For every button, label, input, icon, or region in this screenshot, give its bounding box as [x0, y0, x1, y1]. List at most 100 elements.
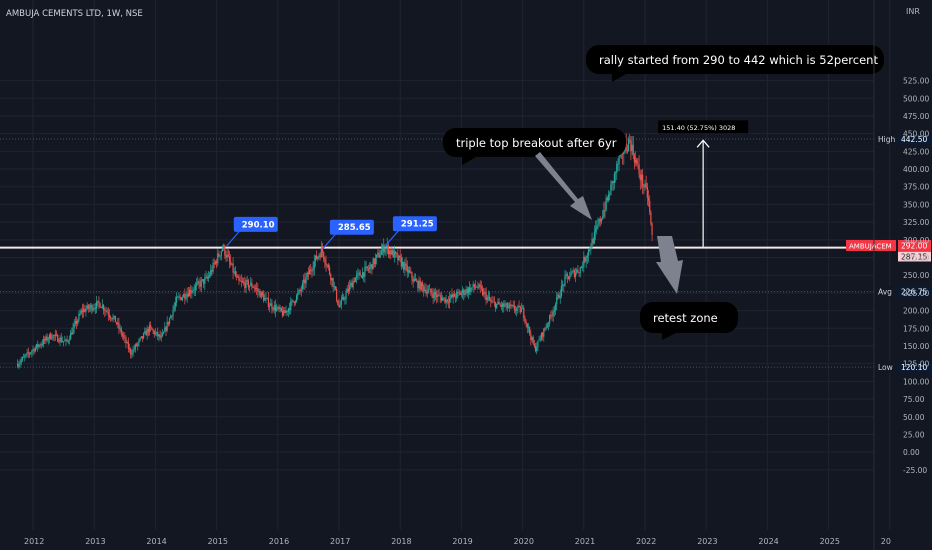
candle-body [226, 254, 228, 258]
y-tick-label: 475.00 [903, 112, 929, 121]
candle-body [386, 245, 388, 248]
peak-label-text: 285.65 [338, 223, 371, 233]
candle-body [193, 290, 195, 291]
candle-body [376, 254, 378, 259]
candle-body [75, 321, 78, 324]
candle-body [257, 288, 259, 292]
annotations: 290.10 285.65 291.25 rally started from 290… [226, 45, 884, 340]
candle-body [420, 282, 422, 290]
candle-body [400, 257, 402, 267]
candle-body [316, 255, 318, 260]
candle-body [560, 285, 563, 297]
candle-body [539, 339, 541, 341]
candle-body [523, 307, 525, 318]
candle-body [171, 315, 173, 317]
candle-body [284, 310, 286, 313]
rally-callout-tail [612, 74, 626, 82]
candle-body [204, 277, 206, 285]
candle-body [233, 271, 235, 273]
candle-body [584, 256, 586, 262]
retest-callout[interactable]: retest zone [640, 302, 738, 340]
candle-body [378, 252, 380, 258]
x-tick-label: 2015 [208, 537, 228, 546]
candle-body [179, 296, 181, 298]
candle-body [414, 278, 417, 281]
candle-body [81, 310, 84, 312]
candle-body [439, 295, 441, 297]
candle-body [391, 249, 393, 255]
candle-body [26, 352, 28, 355]
peak-label-box[interactable] [392, 216, 437, 232]
peak-label-text: 290.10 [242, 220, 275, 230]
candle-body [276, 308, 278, 311]
level-tag-bg [875, 361, 895, 373]
candle-body [611, 181, 613, 185]
candle-body [421, 282, 424, 286]
candle-body [296, 295, 298, 302]
x-tick-label: 2024 [758, 537, 778, 546]
x-tick-label: 2016 [269, 537, 289, 546]
candle-body [466, 289, 468, 294]
candle-body [200, 280, 202, 287]
candle-body [268, 305, 271, 307]
candle-body [183, 294, 185, 298]
candle-body [379, 254, 381, 258]
candle-body [567, 276, 570, 280]
candle-body [504, 305, 506, 307]
candle-body [591, 238, 593, 248]
rally-callout[interactable]: rally started from 290 to 442 which is 5… [586, 45, 884, 82]
candle-body [546, 324, 548, 328]
candle-body [646, 187, 648, 198]
candle-body [217, 253, 219, 264]
candle-body [443, 297, 445, 299]
candle-body [474, 286, 477, 288]
y-tick-label: 25.00 [903, 430, 925, 439]
candle-body [234, 271, 237, 276]
candle-body [260, 292, 262, 298]
y-tick-label: 275.00 [903, 254, 929, 263]
measure-arrowhead [696, 139, 710, 148]
breakout-callout[interactable]: triple top breakout after 6yr [443, 128, 626, 165]
candle-body [424, 289, 426, 291]
level-tag-high: High [878, 135, 895, 144]
candle-body [411, 272, 413, 279]
y-tick-label: 525.00 [903, 77, 929, 86]
candle-body [636, 159, 638, 164]
candle-body [389, 250, 391, 255]
measure-tool: 151.40 (52.75%) 3028 [658, 120, 749, 247]
candle-body [633, 155, 636, 163]
candle-body [20, 360, 22, 363]
candle-body [431, 292, 433, 295]
x-tick-label: 2022 [636, 537, 656, 546]
level-tag-bg [875, 286, 895, 298]
candle-body [511, 305, 513, 306]
candle-body [141, 336, 144, 339]
candle-body [487, 296, 490, 298]
candle-body [307, 272, 309, 275]
candle-body [146, 328, 148, 336]
candle-body [494, 302, 497, 309]
candle-body [313, 261, 315, 269]
candle-body [251, 282, 253, 288]
candle-body [397, 254, 399, 261]
y-tick-label: 425.00 [903, 147, 929, 156]
candle-body [525, 321, 527, 324]
time-axis[interactable]: 2012 2013 2014 2015 2016 2017 2018 2019 2020 2021… [24, 537, 891, 546]
candle-body [273, 305, 275, 310]
candle-body [538, 339, 540, 341]
price-axis[interactable]: -25.00 0.00 25.00 50.00 75.00 100.00 125.00 150… [873, 0, 929, 550]
candle-body [503, 303, 505, 307]
candle-body [328, 267, 331, 275]
candle-body [144, 331, 146, 334]
candle-body [558, 294, 560, 299]
candle-body [283, 310, 285, 316]
retest-callout-tail [662, 333, 676, 340]
candle-body [625, 143, 627, 150]
candle-body [119, 328, 121, 330]
peak-label-box[interactable] [233, 216, 278, 232]
y-tick-label: 500.00 [903, 94, 929, 103]
peak-label-box[interactable] [329, 219, 374, 235]
candle-body [163, 331, 165, 334]
candle-body [259, 291, 261, 298]
